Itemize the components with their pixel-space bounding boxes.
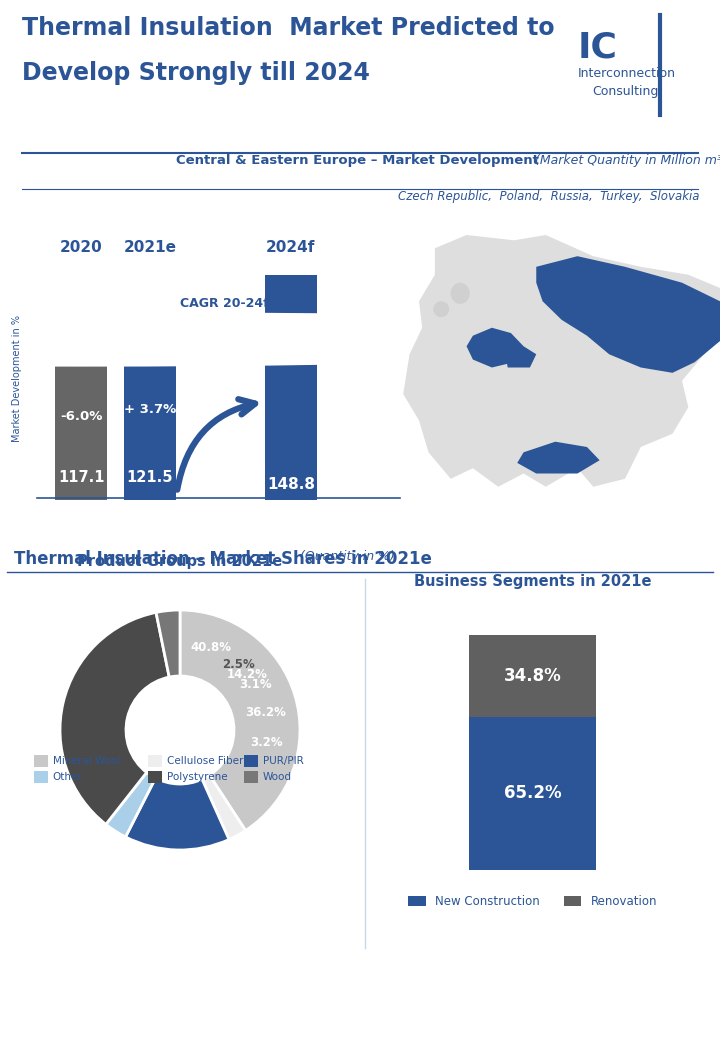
Text: 34.8%: 34.8% <box>504 667 562 685</box>
Text: 40.8%: 40.8% <box>190 642 231 654</box>
Polygon shape <box>467 328 523 367</box>
Circle shape <box>0 317 720 365</box>
Wedge shape <box>180 610 300 831</box>
Text: (Market Quantity in Million m³): (Market Quantity in Million m³) <box>535 154 720 167</box>
Text: 2020: 2020 <box>60 239 102 255</box>
Text: 36.2%: 36.2% <box>246 706 287 720</box>
Bar <box>148 755 162 768</box>
Text: 2.5%: 2.5% <box>222 658 255 672</box>
Bar <box>55 322 107 500</box>
Text: 148.8: 148.8 <box>267 477 315 492</box>
Text: 3.1%: 3.1% <box>239 678 271 692</box>
Text: Other: Other <box>53 772 83 782</box>
Polygon shape <box>517 442 600 473</box>
Text: + 3.7%: + 3.7% <box>124 402 176 416</box>
Polygon shape <box>403 235 720 487</box>
Bar <box>469 635 596 717</box>
Text: Thermal Insulation – Market Shares in 2021e: Thermal Insulation – Market Shares in 20… <box>14 550 438 568</box>
Text: 117.1: 117.1 <box>58 470 104 485</box>
Text: +6.2%: +6.2% <box>204 315 249 328</box>
Text: Source: IC Market Forecast® Thermal Insulation in Europe 2021: Source: IC Market Forecast® Thermal Insu… <box>171 988 549 1000</box>
Text: IC: IC <box>578 30 618 64</box>
Title: Product Groups in 2021e: Product Groups in 2021e <box>77 554 283 569</box>
Text: Cellulose Fiber: Cellulose Fiber <box>167 756 243 766</box>
Text: 3.2%: 3.2% <box>251 736 283 749</box>
Wedge shape <box>106 773 156 837</box>
Polygon shape <box>505 346 536 367</box>
Text: 2021e: 2021e <box>123 239 176 255</box>
Wedge shape <box>60 613 169 825</box>
Text: Mineral Wool: Mineral Wool <box>53 756 120 766</box>
Legend: New Construction, Renovation: New Construction, Renovation <box>403 890 662 913</box>
Text: Interconnection: Interconnection <box>578 67 676 80</box>
Text: Thermal Insulation  Market Predicted to: Thermal Insulation Market Predicted to <box>22 16 554 40</box>
Text: Central & Eastern Europe – Market Development: Central & Eastern Europe – Market Develo… <box>176 154 544 167</box>
Text: CAGR 20-24f:: CAGR 20-24f: <box>179 296 273 310</box>
Text: Market Development in %: Market Development in % <box>12 315 22 442</box>
Bar <box>148 771 162 783</box>
Bar <box>34 755 48 768</box>
Polygon shape <box>536 256 720 372</box>
Text: 2024f: 2024f <box>266 239 315 255</box>
Bar <box>469 717 596 870</box>
Bar <box>243 771 258 783</box>
Bar <box>124 316 176 500</box>
Text: -6.0%: -6.0% <box>60 410 102 423</box>
Circle shape <box>0 314 720 362</box>
Text: 65.2%: 65.2% <box>504 784 562 803</box>
Text: 121.5: 121.5 <box>127 470 173 485</box>
Bar <box>265 275 317 500</box>
Ellipse shape <box>451 283 469 304</box>
Text: PUR/PIR: PUR/PIR <box>263 756 304 766</box>
Text: Czech Republic,  Poland,  Russia,  Turkey,  Slovakia: Czech Republic, Poland, Russia, Turkey, … <box>398 190 700 203</box>
Text: 14.2%: 14.2% <box>227 668 268 680</box>
Text: Develop Strongly till 2024: Develop Strongly till 2024 <box>22 61 370 85</box>
Text: Wood: Wood <box>263 772 292 782</box>
Ellipse shape <box>433 302 449 317</box>
Wedge shape <box>202 775 246 839</box>
Text: Interconnection Consulting – Defining Growth Potential Since 1998  I  www.interc: Interconnection Consulting – Defining Gr… <box>83 1015 637 1025</box>
Text: Consulting: Consulting <box>592 85 658 98</box>
Text: (Quantity in %): (Quantity in %) <box>300 550 395 563</box>
Text: Polystyrene: Polystyrene <box>167 772 228 782</box>
Wedge shape <box>125 778 229 850</box>
Bar <box>243 755 258 768</box>
Bar <box>34 771 48 783</box>
Title: Business Segments in 2021e: Business Segments in 2021e <box>414 574 652 589</box>
Wedge shape <box>156 610 180 677</box>
